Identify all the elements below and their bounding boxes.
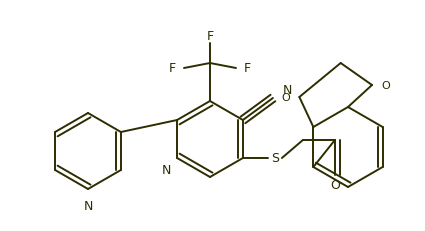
Text: N: N — [283, 84, 292, 97]
Text: N: N — [162, 163, 171, 176]
Text: N: N — [83, 199, 93, 212]
Text: O: O — [282, 93, 290, 103]
Text: F: F — [207, 29, 213, 42]
Text: O: O — [330, 179, 340, 192]
Text: F: F — [169, 62, 176, 75]
Text: S: S — [271, 152, 279, 165]
Text: F: F — [244, 62, 251, 75]
Text: O: O — [381, 81, 390, 91]
